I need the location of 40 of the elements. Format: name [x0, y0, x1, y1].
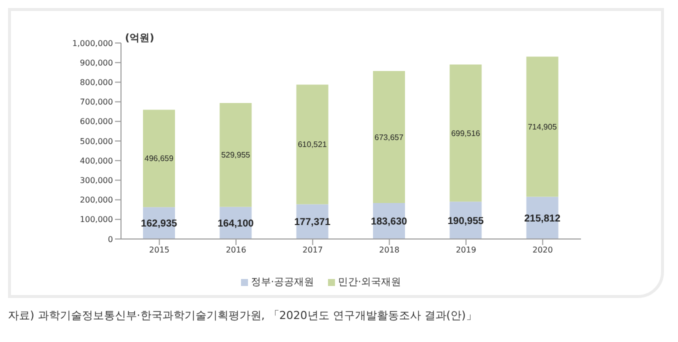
data-label: 215,812: [524, 213, 561, 224]
x-tick-label: 2020: [532, 246, 553, 255]
bar: [373, 70, 405, 204]
y-tick-label: 400,000: [80, 156, 113, 166]
bar: [296, 84, 328, 204]
y-tick-label: 800,000: [80, 78, 113, 88]
y-tick-label: 0: [108, 234, 113, 244]
y-tick-label: 200,000: [80, 196, 113, 205]
bar: [220, 102, 252, 207]
data-label: 496,659: [144, 154, 174, 164]
y-tick-label: 300,000: [80, 176, 113, 186]
y-tick-label: 1,000,000: [72, 38, 113, 48]
bar: [526, 196, 558, 239]
bar: [450, 64, 482, 202]
legend-label: 민간·외국재원: [338, 276, 402, 289]
data-label: 164,100: [218, 218, 254, 230]
data-label: 529,955: [221, 150, 251, 160]
x-tick-label: 2019: [456, 246, 476, 255]
bar: [526, 56, 558, 197]
y-tick-label: 500,000: [80, 136, 113, 146]
data-label: 610,521: [298, 140, 328, 150]
y-tick-label: 100,000: [80, 215, 113, 224]
y-tick-label: 600,000: [80, 117, 113, 126]
data-label: 714,905: [528, 122, 558, 132]
data-label: 177,371: [294, 217, 331, 228]
data-label: 190,955: [448, 216, 484, 227]
data-label: 673,657: [374, 132, 404, 142]
y-axis-title: (억원): [125, 33, 154, 44]
x-tick-label: 2017: [302, 246, 323, 255]
x-tick-label: 2018: [379, 246, 400, 255]
y-tick-label: 700,000: [80, 98, 113, 107]
data-label: 183,630: [370, 216, 408, 228]
x-tick-label: 2016: [226, 246, 246, 255]
data-label: 162,935: [140, 218, 178, 230]
x-tick-label: 2015: [149, 246, 170, 255]
bar: [143, 110, 175, 208]
legend-label: 정부·공공재원: [250, 276, 314, 289]
data-label: 699,516: [451, 128, 481, 138]
text: 자료) 과학기술정보통신부·한국과학기술기획평가원, 「2020년도 연구개발활동조사 결과(안)」: [8, 308, 478, 323]
y-tick-label: 900,000: [80, 58, 113, 68]
